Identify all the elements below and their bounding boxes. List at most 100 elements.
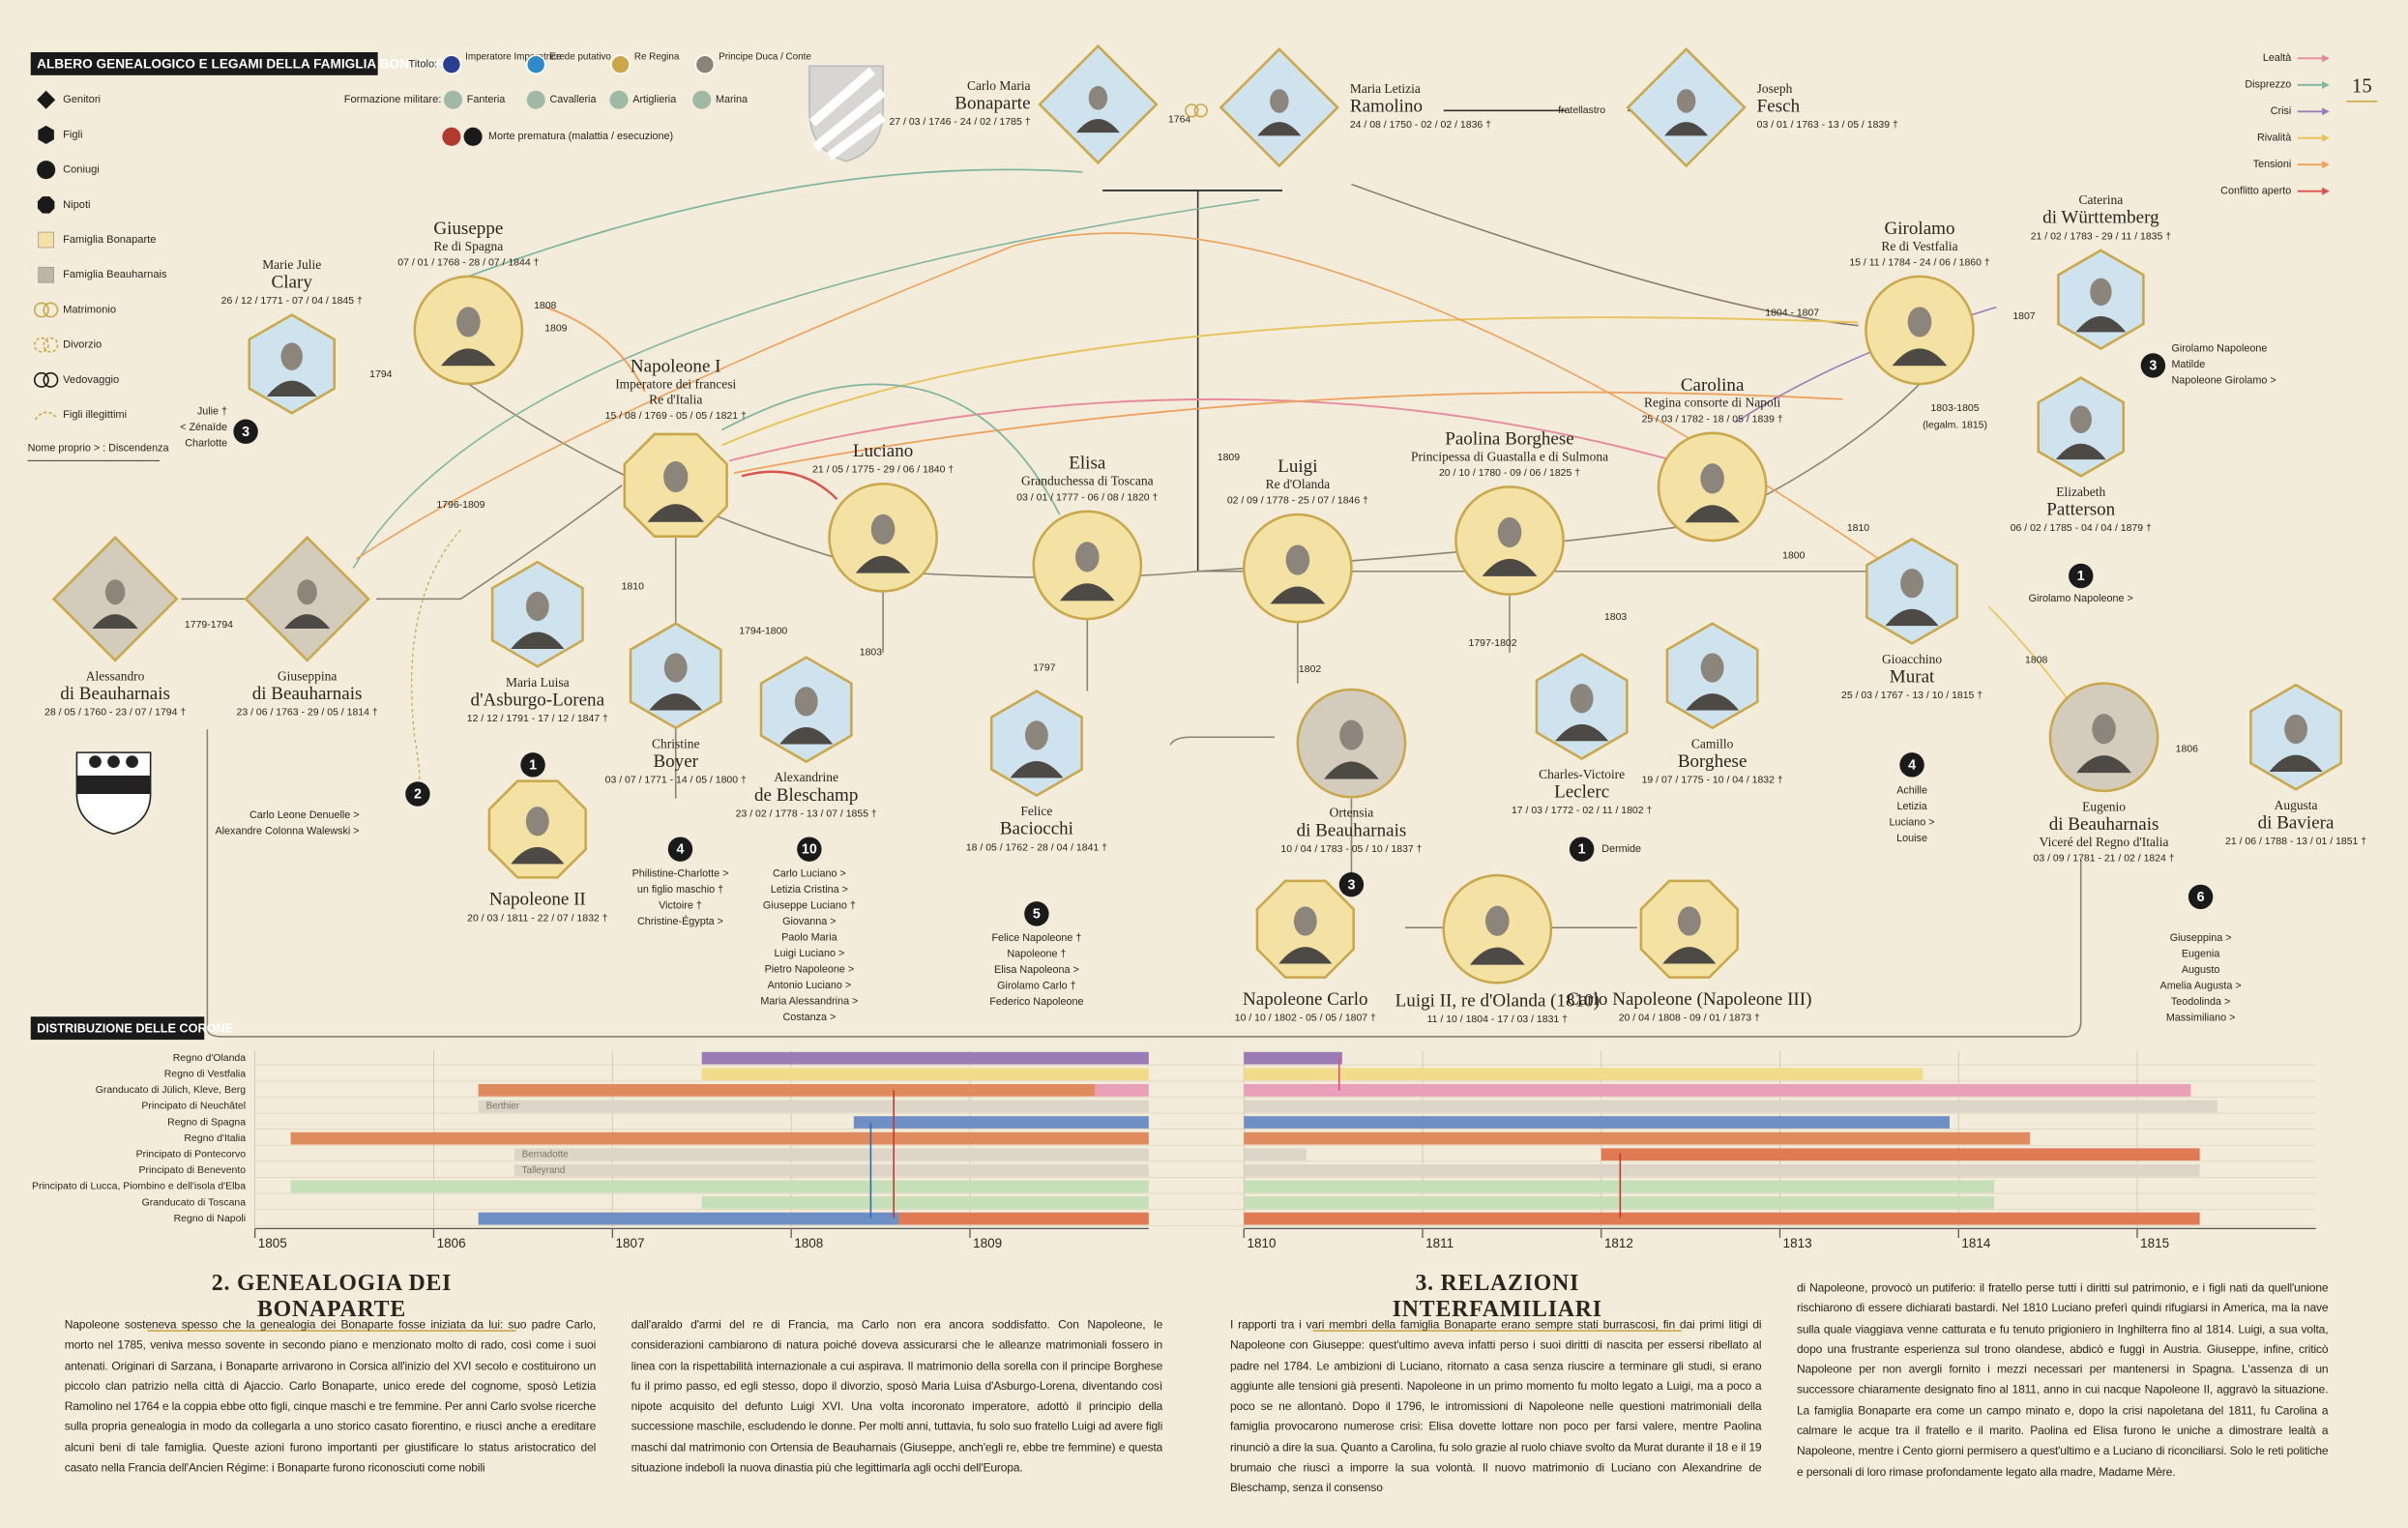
row-label: Regno di Spagna: [167, 1117, 246, 1128]
person-dates: 03 / 07 / 1771 - 14 / 05 / 1800 †: [605, 775, 747, 785]
person-name: Joseph: [1757, 81, 1793, 96]
link-label: 1797: [1033, 663, 1055, 674]
descendant-name: Massimiliano >: [2166, 1013, 2236, 1024]
portrait-head: [456, 307, 481, 338]
person-name: Luigi II, re d'Olanda (1810): [1395, 991, 1600, 1012]
portrait-head: [104, 579, 126, 605]
person: Luigi II, re d'Olanda (1810) 11 / 10 / 18…: [1395, 873, 1600, 1025]
crown-bar: [1095, 1083, 1149, 1097]
legend-label: Cavalleria: [550, 94, 597, 105]
descendant-badge: [667, 837, 693, 862]
article-title: 2. GENEALOGIA DEI BONAPARTE: [147, 1272, 516, 1332]
person-dates: 25 / 03 / 1767 - 13 / 10 / 1815 †: [1841, 691, 1982, 701]
link-label: 1810: [622, 581, 644, 592]
crown-bar: [701, 1196, 1149, 1209]
legend-arrow: [2322, 161, 2331, 169]
person-dates: 03 / 09 / 1781 - 21 / 02 / 1824 †: [2034, 853, 2175, 864]
descendant-name: < Zénaïde: [180, 422, 227, 433]
portrait-head: [1088, 85, 1108, 110]
x-tick-label: 1806: [437, 1236, 466, 1250]
link-label: 1808: [534, 301, 556, 311]
link-label: 1794-1800: [739, 626, 787, 636]
legend-symbol: [442, 127, 461, 146]
link: [1987, 605, 2074, 707]
descendant-name: Maria Alessandrina >: [760, 996, 858, 1008]
descendant-name: Antonio Luciano >: [768, 980, 852, 991]
descendant-name: Carlo Luciano >: [773, 867, 846, 879]
portrait-head: [1497, 516, 1522, 548]
person-dates: 03 / 01 / 1763 - 13 / 05 / 1839 †: [1757, 120, 1898, 131]
person-name: Principessa di Guastalla e di Sulmona: [1411, 449, 1608, 463]
crown-bar: [478, 1100, 1149, 1113]
descendant-name: Elisa Napoleona >: [994, 964, 1079, 976]
descendant-name: Matilde: [2171, 359, 2205, 370]
legend-label: Divorzio: [63, 339, 102, 351]
legend-label: Disprezzo: [2245, 79, 2291, 91]
x-tick-label: 1809: [973, 1236, 1002, 1250]
descendant-count: 1: [2077, 569, 2085, 584]
descendant-count: 1: [1578, 842, 1586, 858]
person-dates: 18 / 05 / 1762 - 28 / 04 / 1841 †: [966, 842, 1107, 853]
link-label: 1808: [2025, 656, 2047, 666]
person-dates: 11 / 10 / 1804 - 17 / 03 / 1831 †: [1427, 1014, 1568, 1025]
legend-symbol: [37, 90, 56, 109]
portrait-bust: [283, 614, 331, 630]
portrait-bust: [511, 846, 565, 865]
portrait-bust: [1686, 693, 1740, 711]
person-dates: 20 / 03 / 1811 - 22 / 07 / 1832 †: [467, 913, 607, 924]
legend-arrow: [2322, 133, 2331, 142]
portrait-head: [1285, 544, 1310, 575]
link-label: 1803: [1604, 612, 1627, 623]
person-name: di Beauharnais: [252, 684, 363, 704]
descendant-count: 2: [414, 787, 422, 803]
legend-label: Erede putativo: [550, 51, 612, 62]
legend-label: Famiglia Bonaparte: [63, 234, 156, 246]
legend-label: Coniugi: [63, 164, 100, 176]
person-name: Ortensia: [1330, 806, 1374, 820]
crown-bar: [701, 1068, 1149, 1081]
crown-bar: [1244, 1131, 2031, 1145]
descendant-name: Giovanna >: [782, 916, 836, 927]
link-label: 1802: [1299, 664, 1321, 675]
row-label: Principato di Benevento: [139, 1165, 247, 1176]
person-dates: 21 / 02 / 1783 - 29 / 11 / 1835 †: [2031, 231, 2171, 242]
person-name: di Württemberg: [2042, 208, 2159, 228]
legend-label: Matrimonio: [63, 304, 116, 315]
descendant-name: Julie †: [197, 405, 227, 417]
person-name: Maria Letizia: [1350, 81, 1421, 96]
descendant-name: Letizia: [1896, 801, 1926, 812]
x-tick-label: 1815: [2140, 1236, 2169, 1250]
article-column: di Napoleone, provocò un putiferio: il f…: [1796, 1280, 2329, 1479]
descendant-badge: [233, 419, 258, 444]
person-name: di Beauharnais: [60, 684, 170, 704]
x-tick-label: 1810: [1247, 1236, 1276, 1250]
person-name: Maria Luisa: [506, 675, 570, 690]
person-name: Imperatore dei francesi: [615, 377, 736, 392]
person-name: Eugenio: [2082, 799, 2126, 813]
descendant-name: Girolamo Napoleone >: [2029, 593, 2133, 604]
portrait-bust: [2055, 443, 2106, 460]
x-tick-label: 1814: [1961, 1236, 1990, 1250]
portrait-bust: [2075, 315, 2127, 333]
person-name: Napoleone Carlo: [1243, 989, 1368, 1010]
crown-bar: [514, 1148, 1149, 1161]
person-name: Paolina Borghese: [1445, 428, 1573, 449]
legend-label: Nipoti: [63, 199, 90, 211]
crown-bar: [853, 1116, 1149, 1129]
link: [720, 383, 1061, 515]
link-label: 1764: [1168, 115, 1190, 126]
portrait-head: [297, 579, 317, 605]
legend-label: Principe Duca / Conte: [719, 51, 811, 62]
person-name: Napoleone I: [631, 357, 721, 377]
legend-label: Titolo:: [408, 59, 437, 71]
link: [468, 168, 1083, 278]
link-label: 1806: [2176, 745, 2198, 755]
